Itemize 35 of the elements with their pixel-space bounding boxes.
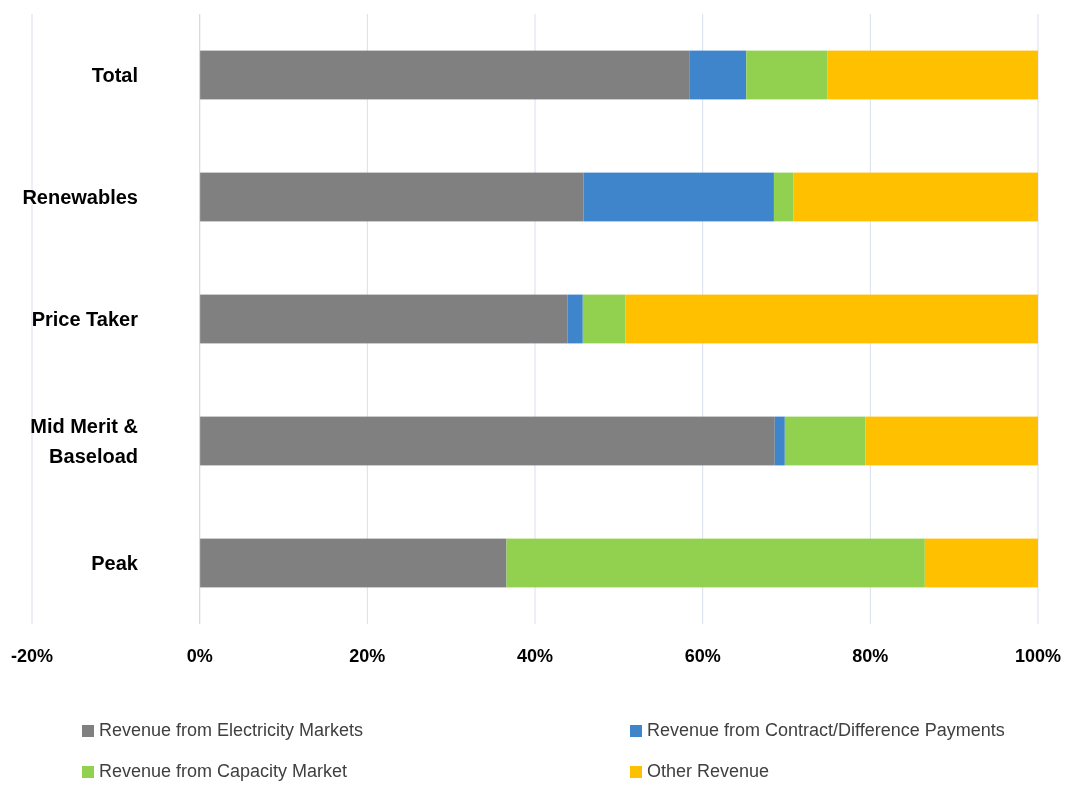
x-tick-label: -20% xyxy=(10,646,54,666)
y-tick-label: Peak xyxy=(91,552,139,574)
bar xyxy=(506,538,925,588)
bar xyxy=(199,416,775,466)
bar xyxy=(689,50,747,100)
bar xyxy=(793,172,1038,222)
bar xyxy=(774,416,785,466)
bar xyxy=(199,50,690,100)
y-tick-label: Price Taker xyxy=(31,308,139,330)
bar xyxy=(199,172,584,222)
y-tick-label: Mid Merit & Baseload xyxy=(30,415,138,467)
x-tick-label: 40% xyxy=(516,646,554,666)
bar xyxy=(567,294,583,344)
bar xyxy=(827,50,1038,100)
bar xyxy=(583,172,774,222)
legend-label: Revenue from Capacity Market xyxy=(99,761,348,781)
bar xyxy=(865,416,1038,466)
bar xyxy=(924,538,1038,588)
bar xyxy=(784,416,866,466)
bar xyxy=(746,50,828,100)
y-tick-label: Total xyxy=(91,64,138,86)
bar xyxy=(199,294,568,344)
legend-label: Other Revenue xyxy=(647,761,770,781)
legend-label: Revenue from Electricity Markets xyxy=(99,720,364,740)
legend-label: Revenue from Contract/Difference Payments xyxy=(647,720,1005,740)
x-tick-label: 100% xyxy=(1014,646,1062,666)
y-tick-label: Renewables xyxy=(22,186,138,208)
bar xyxy=(199,538,507,588)
bar xyxy=(582,294,626,344)
x-tick-label: 80% xyxy=(852,646,889,666)
x-tick-label: 60% xyxy=(684,646,721,666)
bar xyxy=(625,294,1038,344)
x-tick-label: 0% xyxy=(186,646,213,666)
x-tick-label: 20% xyxy=(349,646,386,666)
bar xyxy=(773,172,794,222)
